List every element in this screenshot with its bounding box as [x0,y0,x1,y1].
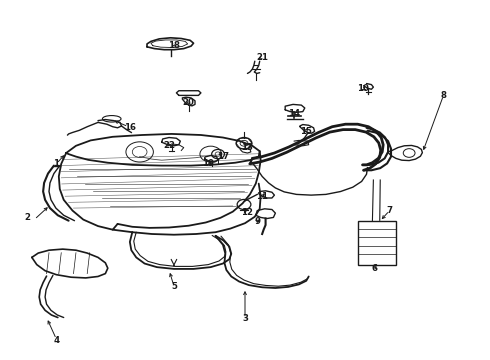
Text: 3: 3 [242,314,248,323]
Text: 8: 8 [441,91,446,100]
Text: 10: 10 [357,84,368,93]
Text: 18: 18 [168,40,180,49]
Text: 5: 5 [171,282,177,291]
Text: 9: 9 [254,217,260,226]
Text: 11: 11 [256,192,268,201]
Text: 21: 21 [256,53,268,62]
Text: 19: 19 [202,159,214,168]
Text: 1: 1 [53,159,59,168]
Text: 20: 20 [183,98,195,107]
Text: 16: 16 [124,123,136,132]
Text: 6: 6 [372,264,378,273]
Text: 15: 15 [300,127,312,136]
Text: 14: 14 [288,109,300,118]
Text: 7: 7 [387,206,392,215]
Text: 12: 12 [242,208,253,217]
Text: 13: 13 [242,143,253,152]
Text: 4: 4 [53,336,59,345]
Text: 17: 17 [217,152,229,161]
Text: 22: 22 [163,141,175,150]
Text: 2: 2 [24,213,30,222]
